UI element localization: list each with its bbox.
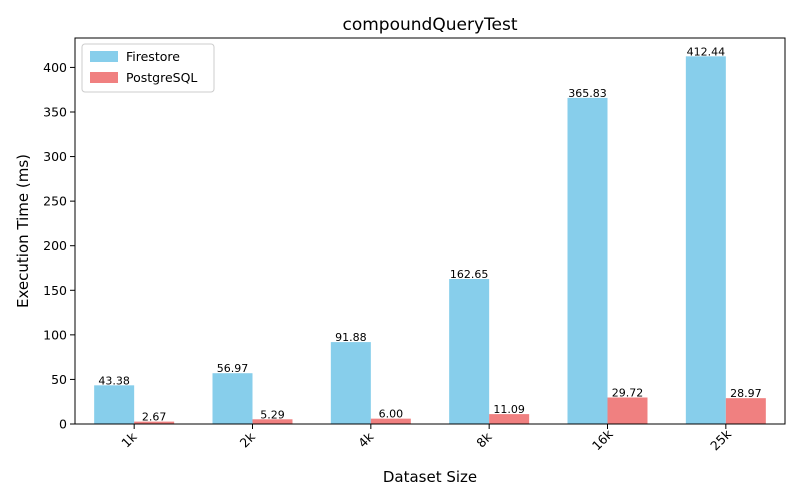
y-tick-label-350: 350 (43, 104, 67, 119)
bar-postgresql-8k (489, 414, 530, 424)
x-axis-label: Dataset Size (383, 468, 477, 486)
x-tick-label-2k: 2k (237, 429, 259, 451)
y-tick-label-200: 200 (43, 238, 67, 253)
bar-label-postgresql-1k: 2.67 (142, 411, 167, 424)
bar-label-firestore-8k: 162.65 (450, 268, 489, 281)
y-tick-label-50: 50 (51, 372, 67, 387)
bar-postgresql-4k (370, 418, 411, 424)
bar-label-postgresql-4k: 6.00 (379, 408, 404, 421)
y-tick-label-300: 300 (43, 149, 67, 164)
bar-firestore-2k (212, 373, 253, 424)
y-tick-label-0: 0 (59, 417, 67, 432)
bars-group (94, 56, 766, 425)
bar-label-postgresql-25k: 28.97 (730, 387, 762, 400)
bar-labels-group: 43.38 2.67 56.97 5.29 91.88 6.00 162.65 11.09 36… (98, 45, 761, 423)
bar-label-firestore-16k: 365.83 (568, 87, 607, 100)
x-tick-label-25k: 25k (707, 426, 735, 454)
bar-firestore-25k (685, 56, 726, 425)
plot-frame (74, 37, 786, 425)
bar-postgresql-25k (725, 398, 766, 424)
legend-swatch-firestore (90, 51, 118, 62)
bar-postgresql-2k (252, 419, 293, 424)
bar-label-firestore-2k: 56.97 (217, 362, 249, 375)
bar-postgresql-1k (134, 421, 175, 424)
bar-label-firestore-25k: 412.44 (687, 45, 726, 58)
bar-label-postgresql-8k: 11.09 (493, 403, 525, 416)
chart-title: compoundQueryTest (343, 15, 518, 35)
legend-swatch-postgresql (90, 72, 118, 83)
bar-firestore-1k (94, 385, 135, 424)
y-axis-label: Execution Time (ms) (14, 154, 32, 308)
x-tick-label-1k: 1k (118, 429, 140, 451)
bar-postgresql-16k (607, 397, 648, 424)
legend: Firestore PostgreSQL (81, 43, 215, 93)
bar-firestore-16k (567, 97, 608, 424)
bar-firestore-8k (449, 279, 490, 424)
y-tick-label-250: 250 (43, 194, 67, 209)
x-axis-ticks: 1k 2k 4k 8k 16k 25k (118, 424, 735, 454)
bar-label-postgresql-16k: 29.72 (612, 387, 644, 400)
bar-label-firestore-1k: 43.38 (98, 374, 130, 387)
legend-label-postgresql: PostgreSQL (126, 70, 197, 85)
legend-label-firestore: Firestore (126, 49, 180, 64)
bar-firestore-4k (330, 342, 371, 424)
y-tick-label-400: 400 (43, 60, 67, 75)
bar-label-firestore-4k: 91.88 (335, 331, 367, 344)
x-tick-label-16k: 16k (589, 426, 617, 454)
y-tick-label-100: 100 (43, 327, 67, 342)
y-tick-label-150: 150 (43, 283, 67, 298)
x-tick-label-8k: 8k (473, 429, 495, 451)
y-axis-ticks: 0 50 100 150 200 250 300 350 400 (43, 60, 75, 432)
x-tick-label-4k: 4k (355, 429, 377, 451)
bar-label-postgresql-2k: 5.29 (260, 408, 285, 421)
